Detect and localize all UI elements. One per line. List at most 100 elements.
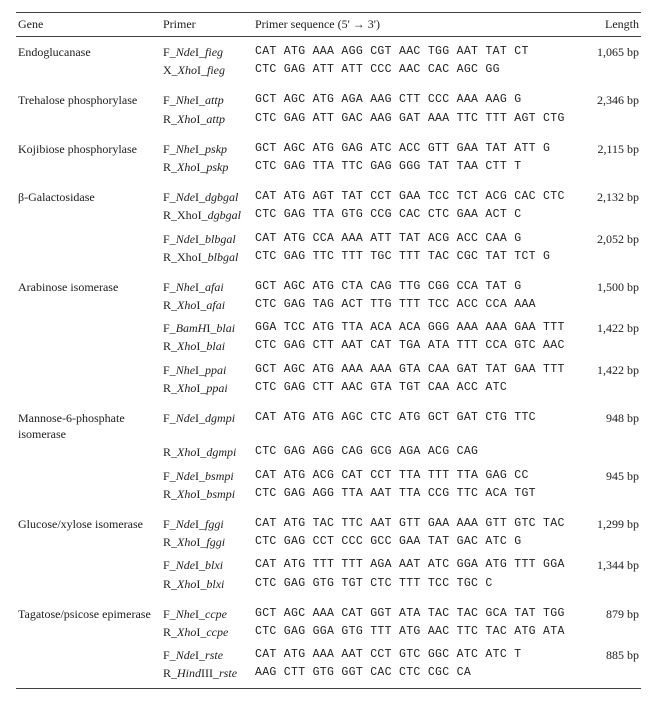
table-row: R_XhoI_dgmpiCTC GAG AGG CAG GCG AGA ACG … xyxy=(16,443,641,461)
gene-cell: Tagatose/psicose epimerase xyxy=(16,599,161,623)
header-gene: Gene xyxy=(16,13,161,37)
gene-cell xyxy=(16,641,161,664)
length-cell: 885 bp xyxy=(581,641,641,664)
sequence-cell: CTC GAG GTG TGT CTC TTT TCC TGC C xyxy=(253,575,581,599)
table-row: Kojibiose phosphorylaseF_NheI_pskpGCT AG… xyxy=(16,134,641,158)
length-cell xyxy=(581,206,641,224)
sequence-cell: GGA TCC ATG TTA ACA ACA GGG AAA AAA GAA … xyxy=(253,314,581,337)
length-cell: 2,115 bp xyxy=(581,134,641,158)
gene-cell: Endoglucanase xyxy=(16,37,161,62)
gene-cell xyxy=(16,248,161,272)
sequence-cell: CAT ATG ACG CAT CCT TTA TTT TTA GAG CC xyxy=(253,462,581,485)
length-cell xyxy=(581,533,641,551)
gene-cell xyxy=(16,485,161,509)
gene-cell: Arabinose isomerase xyxy=(16,272,161,296)
length-cell: 2,132 bp xyxy=(581,182,641,206)
table-row: R_XhoI_afaiCTC GAG TAG ACT TTG TTT TCC A… xyxy=(16,296,641,314)
sequence-cell: GCT AGC ATG CTA CAG TTG CGG CCA TAT G xyxy=(253,272,581,296)
sequence-cell: CAT ATG AAA AAT CCT GTC GGC ATC ATC T xyxy=(253,641,581,664)
table-row: Mannose-6-phosphate isomeraseF_NdeI_dgmp… xyxy=(16,403,641,443)
length-cell: 945 bp xyxy=(581,462,641,485)
length-cell xyxy=(581,110,641,134)
table-row: F_NdeI_rsteCAT ATG AAA AAT CCT GTC GGC A… xyxy=(16,641,641,664)
gene-cell: Kojibiose phosphorylase xyxy=(16,134,161,158)
primer-cell: F_BamHI_blai xyxy=(161,314,253,337)
table-row: R_XhoI_ccpeCTC GAG GGA GTG TTT ATG AAC T… xyxy=(16,623,641,641)
primer-cell: R_XhoI_dgmpi xyxy=(161,443,253,461)
primer-cell: R_XhoI_ccpe xyxy=(161,623,253,641)
sequence-cell: AAG CTT GTG GGT CAC CTC CGC CA xyxy=(253,664,581,689)
sequence-cell: GCT AGC ATG AGA AAG CTT CCC AAA AAG G xyxy=(253,85,581,109)
table-row: F_NdeI_blbgalCAT ATG CCA AAA ATT TAT ACG… xyxy=(16,225,641,248)
gene-cell xyxy=(16,337,161,355)
gene-cell: Glucose/xylose isomerase xyxy=(16,509,161,533)
table-row: F_BamHI_blaiGGA TCC ATG TTA ACA ACA GGG … xyxy=(16,314,641,337)
table-row: F_NdeI_blxiCAT ATG TTT TTT AGA AAT ATC G… xyxy=(16,551,641,574)
sequence-cell: CTC GAG CTT AAC GTA TGT CAA ACC ATC xyxy=(253,379,581,403)
primer-cell: R_XhoI_ppai xyxy=(161,379,253,403)
table-row: R_XhoI_blaiCTC GAG CTT AAT CAT TGA ATA T… xyxy=(16,337,641,355)
sequence-cell: CTC GAG CTT AAT CAT TGA ATA TTT CCA GTC … xyxy=(253,337,581,355)
primer-cell: F_NheI_attp xyxy=(161,85,253,109)
primer-cell: F_NdeI_dgbgal xyxy=(161,182,253,206)
table-row: β-GalactosidaseF_NdeI_dgbgalCAT ATG AGT … xyxy=(16,182,641,206)
sequence-cell: CTC GAG TTC TTT TGC TTT TAC CGC TAT TCT … xyxy=(253,248,581,272)
table-row: Arabinose isomeraseF_NheI_afaiGCT AGC AT… xyxy=(16,272,641,296)
table-row: EndoglucanaseF_NdeI_fiegCAT ATG AAA AGG … xyxy=(16,37,641,62)
sequence-cell: CAT ATG AGT TAT CCT GAA TCC TCT ACG CAC … xyxy=(253,182,581,206)
primer-cell: F_NdeI_blxi xyxy=(161,551,253,574)
primer-cell: F_NheI_ccpe xyxy=(161,599,253,623)
length-cell xyxy=(581,158,641,182)
length-cell xyxy=(581,575,641,599)
primer-cell: F_NdeI_fieg xyxy=(161,37,253,62)
gene-cell xyxy=(16,664,161,689)
primer-cell: F_NdeI_fggi xyxy=(161,509,253,533)
sequence-cell: CTC GAG GGA GTG TTT ATG AAC TTC TAC ATG … xyxy=(253,623,581,641)
primer-cell: R_XhoI_dgbgal xyxy=(161,206,253,224)
gene-cell xyxy=(16,443,161,461)
table-row: R_HindIII_rsteAAG CTT GTG GGT CAC CTC CG… xyxy=(16,664,641,689)
gene-cell xyxy=(16,551,161,574)
length-cell xyxy=(581,296,641,314)
sequence-cell: CTC GAG AGG TTA AAT TTA CCG TTC ACA TGT xyxy=(253,485,581,509)
primer-cell: R_XhoI_blai xyxy=(161,337,253,355)
gene-cell xyxy=(16,296,161,314)
header-primer: Primer xyxy=(161,13,253,37)
sequence-cell: CAT ATG CCA AAA ATT TAT ACG ACC CAA G xyxy=(253,225,581,248)
table-row: R_XhoI_pskpCTC GAG TTA TTC GAG GGG TAT T… xyxy=(16,158,641,182)
header-length: Length xyxy=(581,13,641,37)
length-cell: 879 bp xyxy=(581,599,641,623)
length-cell xyxy=(581,485,641,509)
sequence-cell: CAT ATG ATG AGC CTC ATG GCT GAT CTG TTC xyxy=(253,403,581,443)
primer-cell: R_HindIII_rste xyxy=(161,664,253,689)
gene-cell xyxy=(16,206,161,224)
sequence-cell: CTC GAG TTA TTC GAG GGG TAT TAA CTT T xyxy=(253,158,581,182)
length-cell: 1,422 bp xyxy=(581,356,641,379)
primer-table: Gene Primer Primer sequence (5' → 3') Le… xyxy=(16,12,641,689)
length-cell: 2,346 bp xyxy=(581,85,641,109)
sequence-cell: CAT ATG AAA AGG CGT AAC TGG AAT TAT CT xyxy=(253,37,581,62)
primer-cell: F_NdeI_blbgal xyxy=(161,225,253,248)
primer-cell: R_XhoI_pskp xyxy=(161,158,253,182)
header-sequence: Primer sequence (5' → 3') xyxy=(253,13,581,37)
table-row: R_XhoI_attpCTC GAG ATT GAC AAG GAT AAA T… xyxy=(16,110,641,134)
gene-cell xyxy=(16,225,161,248)
gene-cell xyxy=(16,110,161,134)
table-row: R_XhoI_blbgalCTC GAG TTC TTT TGC TTT TAC… xyxy=(16,248,641,272)
primer-cell: R_XhoI_fggi xyxy=(161,533,253,551)
table-row: Glucose/xylose isomeraseF_NdeI_fggiCAT A… xyxy=(16,509,641,533)
sequence-cell: CAT ATG TTT TTT AGA AAT ATC GGA ATG TTT … xyxy=(253,551,581,574)
length-cell xyxy=(581,379,641,403)
gene-cell xyxy=(16,575,161,599)
table-row: F_NdeI_bsmpiCAT ATG ACG CAT CCT TTA TTT … xyxy=(16,462,641,485)
table-row: Trehalose phosphorylaseF_NheI_attpGCT AG… xyxy=(16,85,641,109)
sequence-cell: CTC GAG TTA GTG CCG CAC CTC GAA ACT C xyxy=(253,206,581,224)
length-cell: 1,500 bp xyxy=(581,272,641,296)
primer-cell: R_XhoI_blxi xyxy=(161,575,253,599)
sequence-cell: CAT ATG TAC TTC AAT GTT GAA AAA GTT GTC … xyxy=(253,509,581,533)
length-cell: 1,344 bp xyxy=(581,551,641,574)
primer-cell: F_NdeI_dgmpi xyxy=(161,403,253,443)
length-cell xyxy=(581,337,641,355)
primer-cell: R_XhoI_bsmpi xyxy=(161,485,253,509)
table-row: F_NheI_ppaiGCT AGC ATG AAA AAA GTA CAA G… xyxy=(16,356,641,379)
